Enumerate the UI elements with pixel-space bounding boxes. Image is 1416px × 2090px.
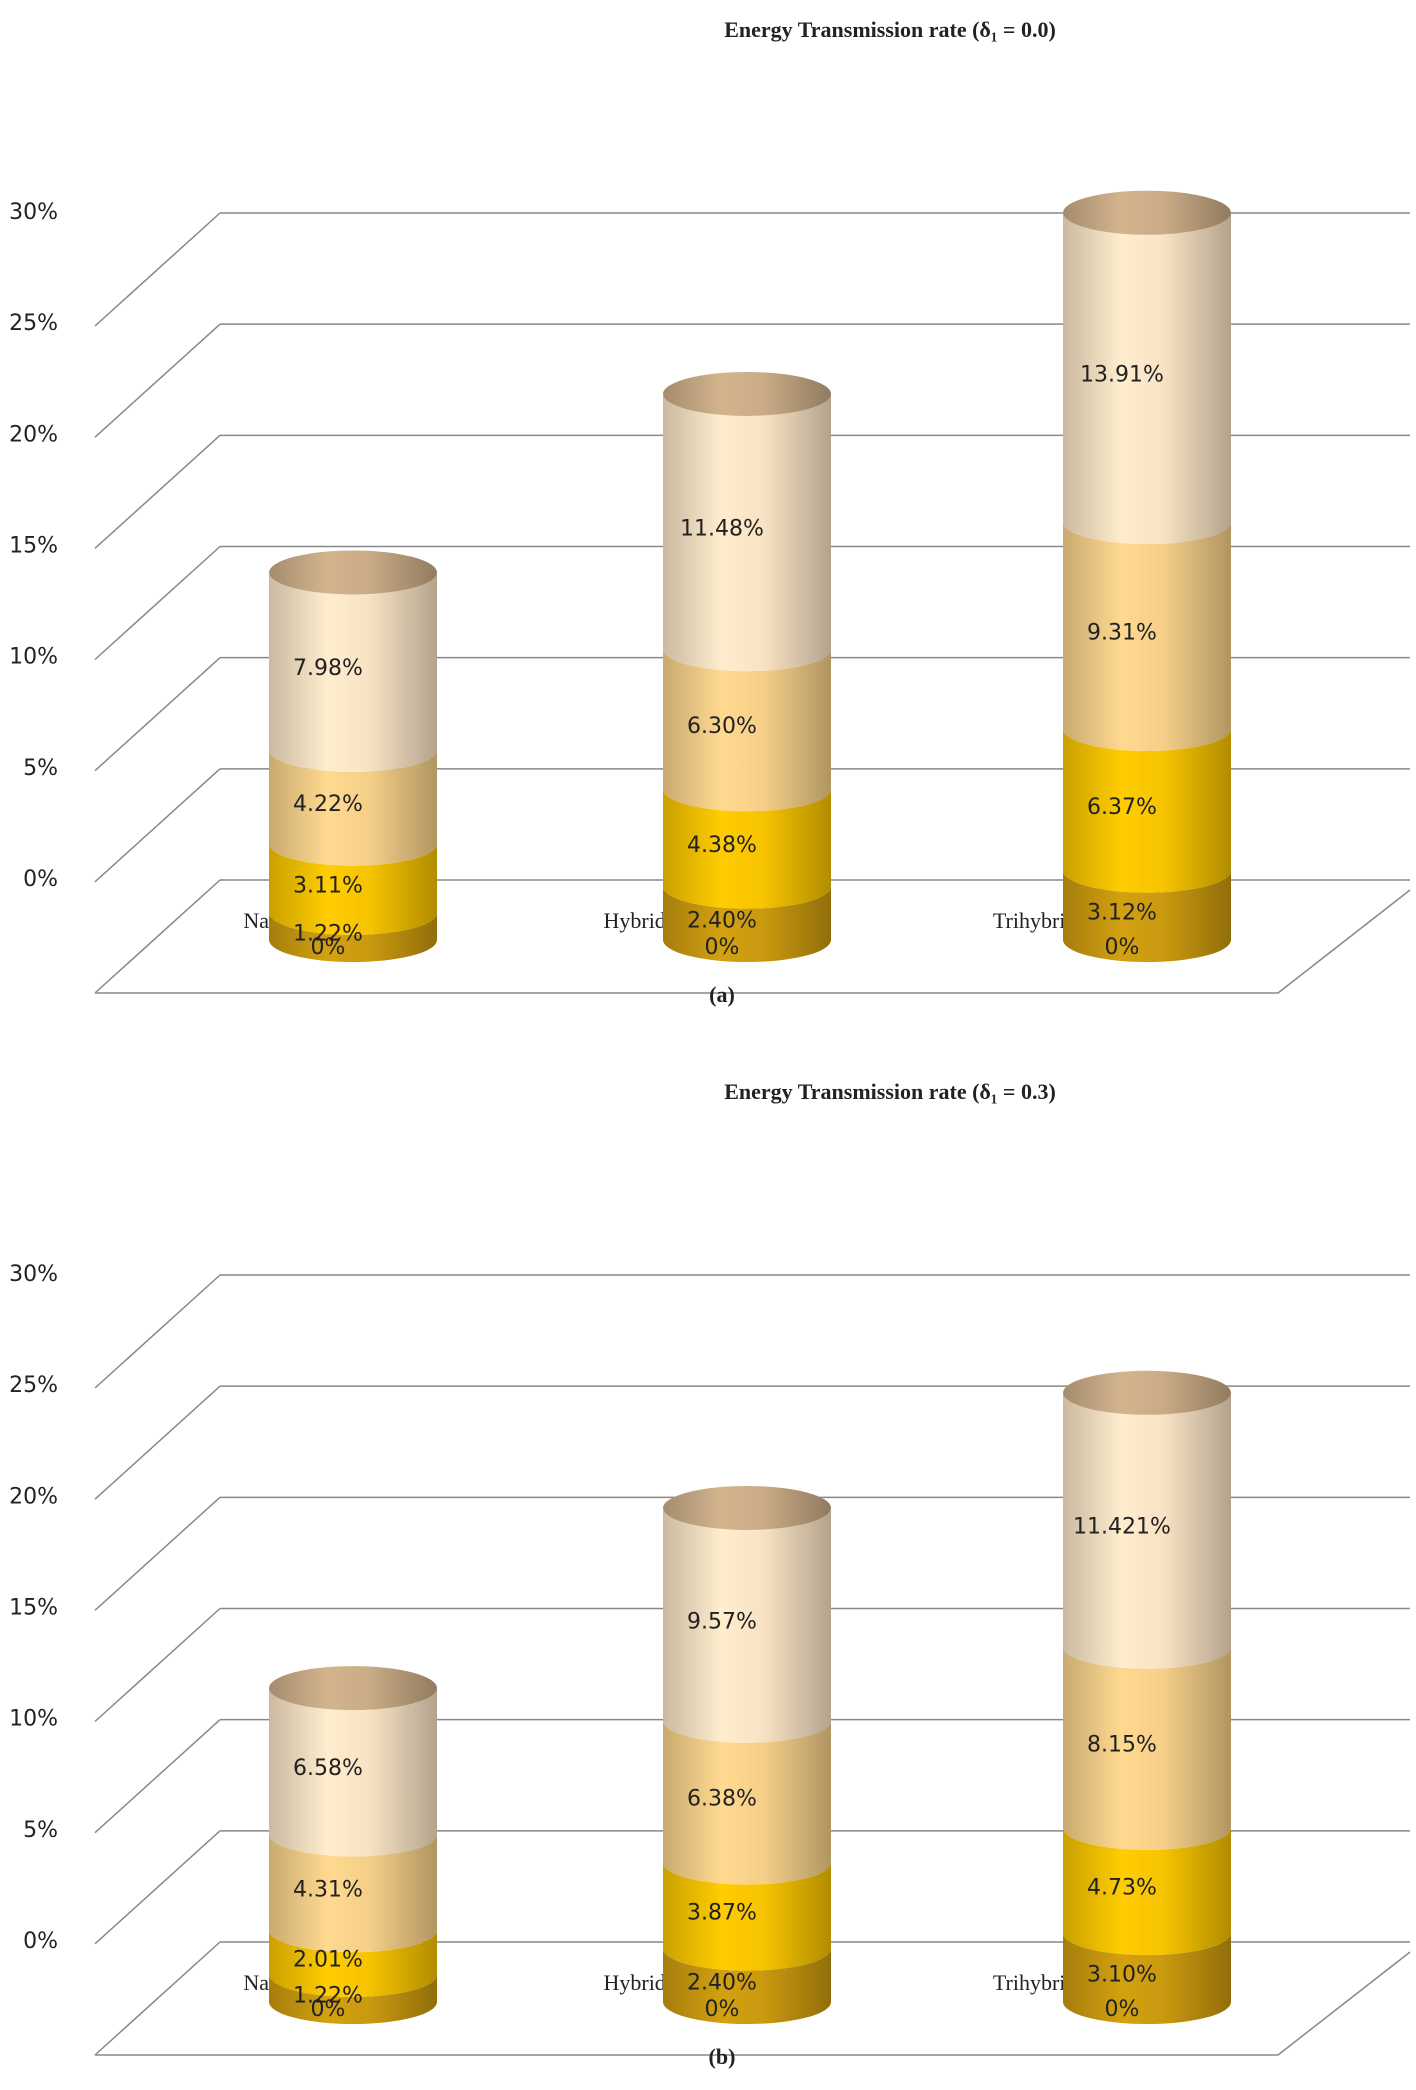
bar-segment: [269, 1834, 437, 1953]
bar-segment: [269, 749, 437, 866]
data-label: 0%: [311, 1997, 346, 2022]
y-tick-label: 20%: [9, 1484, 58, 1509]
bar-segment: [269, 912, 437, 962]
y-tick-label: 25%: [9, 1373, 58, 1398]
bar-cap: [663, 1485, 831, 1530]
data-label: 7.98%: [293, 656, 363, 681]
grid-line-side: [94, 768, 221, 883]
grid-line-side: [94, 1274, 221, 1389]
y-tick-label: 30%: [9, 1262, 58, 1287]
bar-segment: [269, 1930, 437, 1997]
y-tick-label: 10%: [9, 645, 58, 670]
chart-title: Energy Transmission rate (δ₁ = 0.3): [724, 1079, 1056, 1104]
bar-segment: [663, 1862, 831, 1971]
y-tick-label: 0%: [23, 1929, 58, 1954]
data-label: 13.91%: [1080, 362, 1164, 387]
data-label: 1.22%: [293, 1983, 363, 2008]
data-label: 0%: [1105, 935, 1140, 960]
grid-line-side: [94, 212, 221, 327]
grid-line-side: [94, 1941, 221, 2056]
y-tick-label: 20%: [9, 422, 58, 447]
data-label: 4.38%: [687, 833, 757, 858]
bar-segment: [269, 843, 437, 935]
data-label: 0%: [705, 935, 740, 960]
data-label: 3.11%: [293, 873, 363, 898]
bar-segment: [663, 1507, 831, 1743]
y-tick-label: 15%: [9, 534, 58, 559]
y-tick-label: 25%: [9, 311, 58, 336]
chart-title: Energy Transmission rate (δ₁ = 0.0): [724, 17, 1056, 42]
grid-line-side: [94, 1719, 221, 1834]
y-tick-label: 10%: [9, 1707, 58, 1732]
data-label: 3.12%: [1087, 900, 1157, 925]
bar-cap: [269, 1666, 437, 1711]
data-label: 6.30%: [687, 714, 757, 739]
data-label: 3.87%: [687, 1901, 757, 1926]
data-label: 11.421%: [1073, 1515, 1171, 1540]
data-label: 0%: [311, 935, 346, 960]
bar-segment: [269, 572, 437, 772]
grid-line-side: [94, 545, 221, 661]
grid-line-side: [94, 1496, 221, 1611]
data-label: 6.58%: [293, 1756, 363, 1781]
bar-segment: [663, 649, 831, 812]
bar-segment: [1063, 1646, 1231, 1850]
data-label: 0%: [1105, 1997, 1140, 2022]
data-label: 8.15%: [1087, 1732, 1157, 1757]
bar-segment: [1063, 1933, 1231, 2024]
bar-segment: [663, 886, 831, 962]
y-tick-label: 5%: [23, 1818, 58, 1843]
data-label: 4.22%: [293, 792, 363, 817]
caption: (b): [709, 2044, 736, 2069]
bar-segment: [663, 789, 831, 909]
grid-line-side: [94, 323, 221, 438]
data-label: 2.40%: [687, 908, 757, 933]
bar-segment: [663, 1720, 831, 1885]
bar-segment: [1063, 1392, 1231, 1669]
data-label: 6.38%: [687, 1787, 757, 1812]
bar-cap: [1063, 190, 1231, 235]
grid-line-side: [94, 434, 221, 549]
y-tick-label: 0%: [23, 867, 58, 892]
bar-segment: [1063, 1827, 1231, 1956]
data-label: 9.57%: [687, 1609, 757, 1634]
data-label: 1.22%: [293, 921, 363, 946]
data-label: 2.40%: [687, 1970, 757, 1995]
data-label: 2.01%: [293, 1948, 363, 1973]
bar-segment: [1063, 522, 1231, 752]
data-label: 4.73%: [1087, 1875, 1157, 1900]
floor: [95, 1951, 1411, 2056]
bar-cap: [269, 550, 437, 595]
data-label: 6.37%: [1087, 795, 1157, 820]
bar-segment: [269, 1688, 437, 1857]
bar-segment: [269, 1974, 437, 2024]
y-tick-label: 30%: [9, 200, 58, 225]
data-label: 4.31%: [293, 1877, 363, 1902]
bar-segment: [1063, 212, 1231, 545]
bar-segment: [1063, 729, 1231, 893]
y-tick-label: 15%: [9, 1596, 58, 1621]
bar-segment: [663, 393, 831, 672]
caption: (a): [709, 982, 735, 1007]
grid-line-side: [94, 1607, 221, 1723]
data-label: 11.48%: [680, 517, 764, 542]
grid-line-side: [94, 1830, 221, 1945]
data-label: 3.10%: [1087, 1963, 1157, 1988]
y-tick-label: 5%: [23, 756, 58, 781]
grid-line-side: [94, 1385, 221, 1500]
bar-segment: [1063, 870, 1231, 962]
bar-cap: [663, 371, 831, 416]
floor: [95, 889, 1411, 994]
bar-segment: [663, 1948, 831, 2024]
grid-line-side: [94, 657, 221, 772]
bar-cap: [1063, 1370, 1231, 1415]
grid-line-side: [94, 879, 221, 994]
data-label: 0%: [705, 1997, 740, 2022]
data-label: 9.31%: [1087, 621, 1157, 646]
